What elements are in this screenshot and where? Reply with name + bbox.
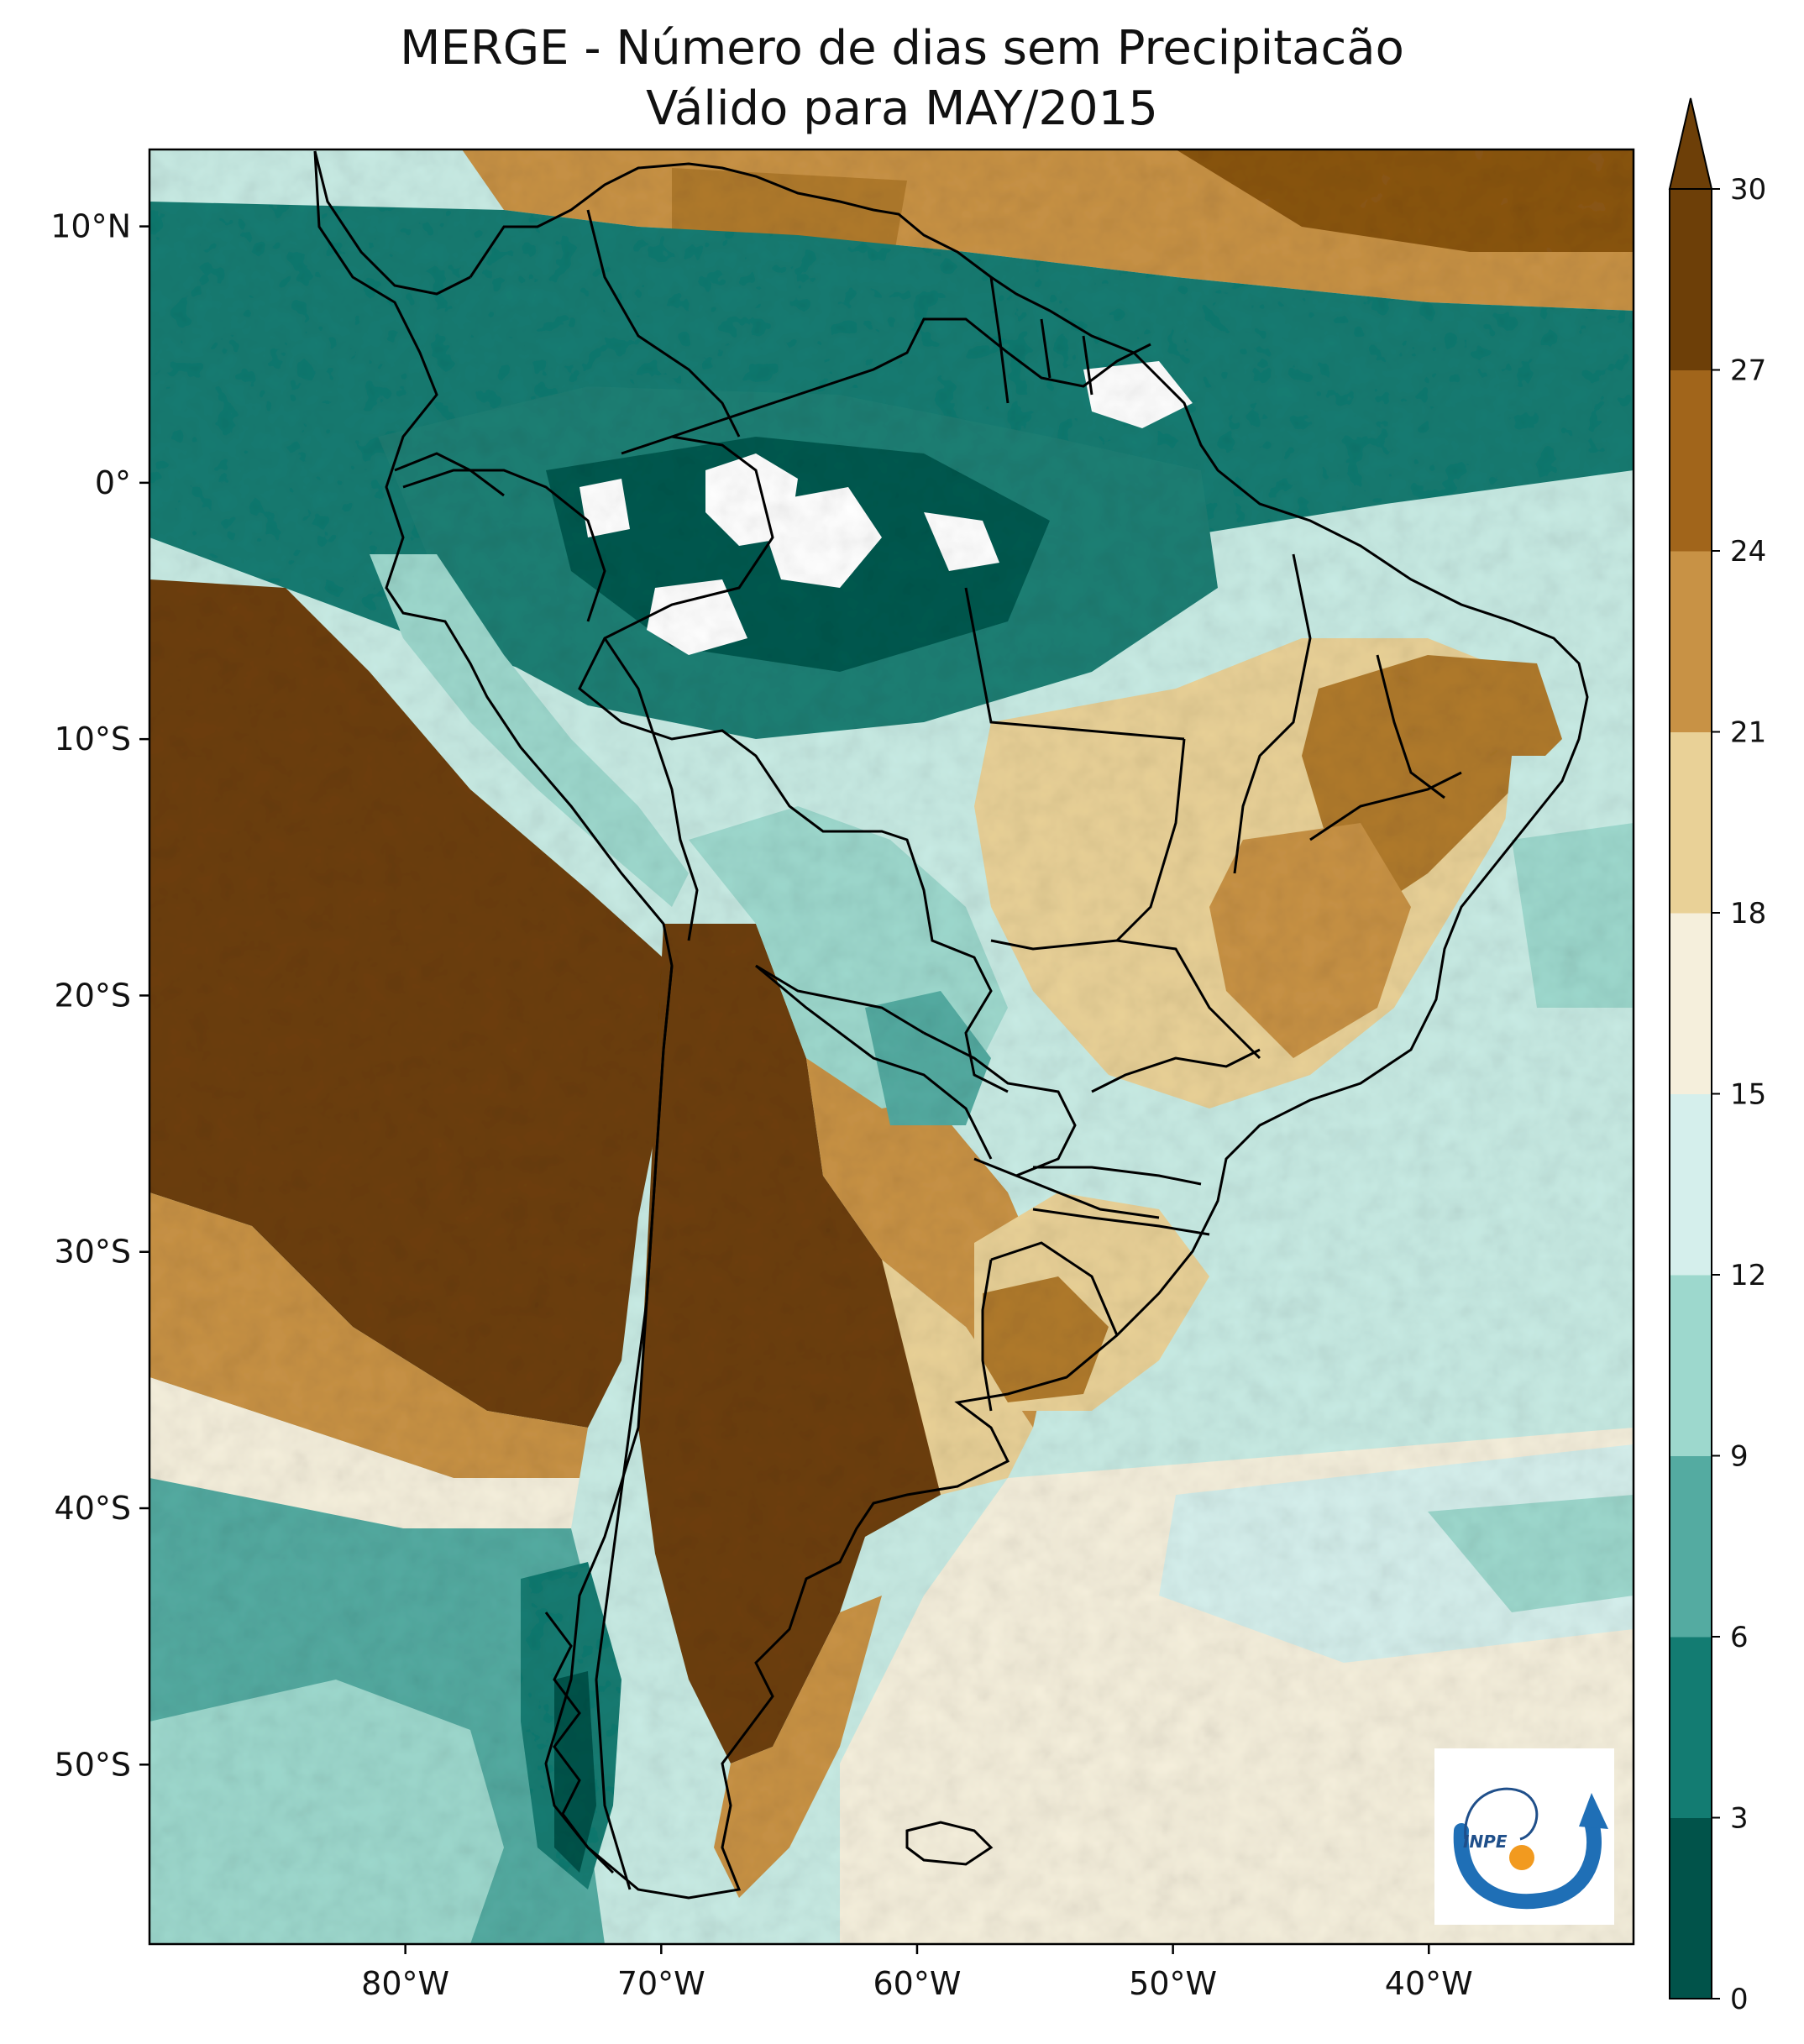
- colorbar-label: 24: [1730, 535, 1766, 569]
- falkland-islands: [905, 1821, 994, 1866]
- colorbar-label: 3: [1730, 1802, 1749, 1836]
- colorbar-extend-arrow: [1668, 97, 1713, 190]
- border-states-4: [990, 939, 1261, 1060]
- colorbar-segment: [1670, 1275, 1712, 1456]
- border-states-6: [1309, 771, 1462, 841]
- title-line-2: Válido para MAY/2015: [646, 81, 1158, 136]
- colorbar-label: 9: [1730, 1440, 1749, 1474]
- colorbar-segment: [1670, 1093, 1712, 1276]
- logo-orbit-icon: [1464, 1787, 1539, 1841]
- field-nodata-3: [647, 579, 747, 655]
- border-brazil-north: [671, 317, 1151, 438]
- logo-swoosh-icon: [1453, 1815, 1602, 1910]
- field-uruguay-dry: [983, 1276, 1109, 1402]
- coastline-south-america: [313, 150, 1589, 1900]
- border-colombia-peru: [402, 469, 606, 622]
- border-ecuador: [394, 452, 505, 497]
- lon-tick-label: 80°W: [361, 1965, 449, 2002]
- map-frame: [148, 148, 1635, 1946]
- colorbar-segment: [1670, 1637, 1712, 1818]
- logo-sun-icon: [1509, 1845, 1534, 1870]
- map-title: MERGE - Número de dias sem Precipitacão …: [0, 18, 1804, 139]
- colorbar-label: 21: [1730, 716, 1766, 750]
- logo-arrow-icon: [1579, 1793, 1608, 1829]
- latitude-axis: 10°N 0° 10°S 20°S 30°S 40°S 50°S: [50, 208, 149, 1783]
- border-venezuela-colombia: [586, 209, 741, 438]
- border-brazil-paraguay: [923, 1031, 1077, 1177]
- lat-tick-label: 30°S: [55, 1234, 131, 1271]
- colorbar-label: 15: [1730, 1078, 1766, 1112]
- border-chile-argentina: [595, 965, 674, 1890]
- border-states-1: [964, 587, 1185, 741]
- field-argentina-dry: [638, 924, 1008, 1764]
- field-east-atlantic-wet: [1512, 823, 1634, 1008]
- border-states-9: [1032, 1208, 1210, 1236]
- field-goias-dry: [1025, 773, 1176, 932]
- colorbar-segment: [1670, 1817, 1712, 1999]
- field-nodata-5: [1083, 361, 1193, 428]
- border-brazil-west: [578, 435, 1009, 1093]
- longitude-axis: 80°W 70°W 60°W 50°W 40°W: [361, 1944, 1473, 2002]
- lon-tick-label: 60°W: [873, 1965, 961, 2002]
- colorbar-label: 12: [1730, 1259, 1766, 1292]
- field-patagonia-dry: [714, 1596, 882, 1898]
- field-pacific-transition: [149, 1377, 579, 1528]
- inpe-logo: INPE: [1434, 1748, 1614, 1925]
- colorbar-segment: [1670, 369, 1712, 552]
- field-north-drier: [1176, 149, 1634, 252]
- border-states-3: [1233, 553, 1312, 874]
- field-fjords: [554, 1671, 596, 1873]
- logo-text: INPE: [1463, 1832, 1508, 1852]
- lat-tick-label: 10°N: [50, 208, 131, 245]
- colorbar-segment: [1670, 189, 1712, 370]
- colorbar-label: 30: [1730, 173, 1766, 207]
- title-line-1: MERGE - Número de dias sem Precipitacão: [400, 21, 1404, 76]
- lon-tick-label: 50°W: [1129, 1965, 1217, 2002]
- lat-tick-label: 40°S: [55, 1490, 131, 1527]
- border-guianas: [989, 276, 1093, 404]
- lat-tick-label: 0°: [95, 464, 131, 501]
- field-pacific-dry-edge: [149, 1192, 588, 1478]
- field-nodata-4: [579, 479, 630, 537]
- field-nodata-2: [756, 487, 882, 588]
- lat-tick-label: 20°S: [55, 977, 131, 1014]
- precipitation-field: [149, 149, 1634, 1944]
- border-argentina-paraguay: [755, 964, 993, 1160]
- border-states-2: [1115, 738, 1186, 942]
- border-peru-bolivia: [603, 637, 699, 941]
- colorbar-segment: [1670, 551, 1712, 732]
- border-argentina-uruguay: [981, 1259, 993, 1412]
- border-brazil-argentina: [973, 1157, 1160, 1219]
- border-brazil-uruguay: [990, 1241, 1119, 1336]
- border-states-5: [1376, 654, 1445, 799]
- colorbar: 0 3 6 9 12 15 18 21 24 27 30: [1668, 97, 1766, 2016]
- colorbar-segment: [1670, 913, 1712, 1094]
- colorbar-segment: [1670, 731, 1712, 914]
- border-central-america: [313, 150, 471, 296]
- lat-tick-label: 10°S: [55, 721, 131, 757]
- colorbar-label: 6: [1730, 1621, 1749, 1654]
- border-bolivia-paraguay: [755, 964, 925, 1035]
- field-pacific-dry: [149, 579, 672, 1428]
- field-paraguay-wet: [865, 991, 991, 1125]
- lon-tick-label: 70°W: [617, 1965, 705, 2002]
- lon-tick-label: 40°W: [1385, 1965, 1473, 2002]
- colorbar-segment: [1670, 1455, 1712, 1638]
- colorbar-label: 18: [1730, 897, 1766, 930]
- chile-archipelago: [544, 1612, 615, 1874]
- field-andes-wet: [370, 554, 689, 907]
- border-states-7: [1091, 1048, 1261, 1093]
- field-nodata-6: [924, 512, 999, 571]
- lat-tick-label: 50°S: [55, 1746, 131, 1783]
- colorbar-label: 0: [1730, 1983, 1749, 2016]
- border-states-8: [1033, 1166, 1202, 1186]
- political-borders: [313, 150, 1589, 1900]
- field-south-atlantic-wet: [1428, 1495, 1634, 1612]
- colorbar-label: 27: [1730, 354, 1766, 388]
- field-minas-dry: [1209, 823, 1411, 1058]
- field-south-pacific-lighter: [149, 1680, 504, 1944]
